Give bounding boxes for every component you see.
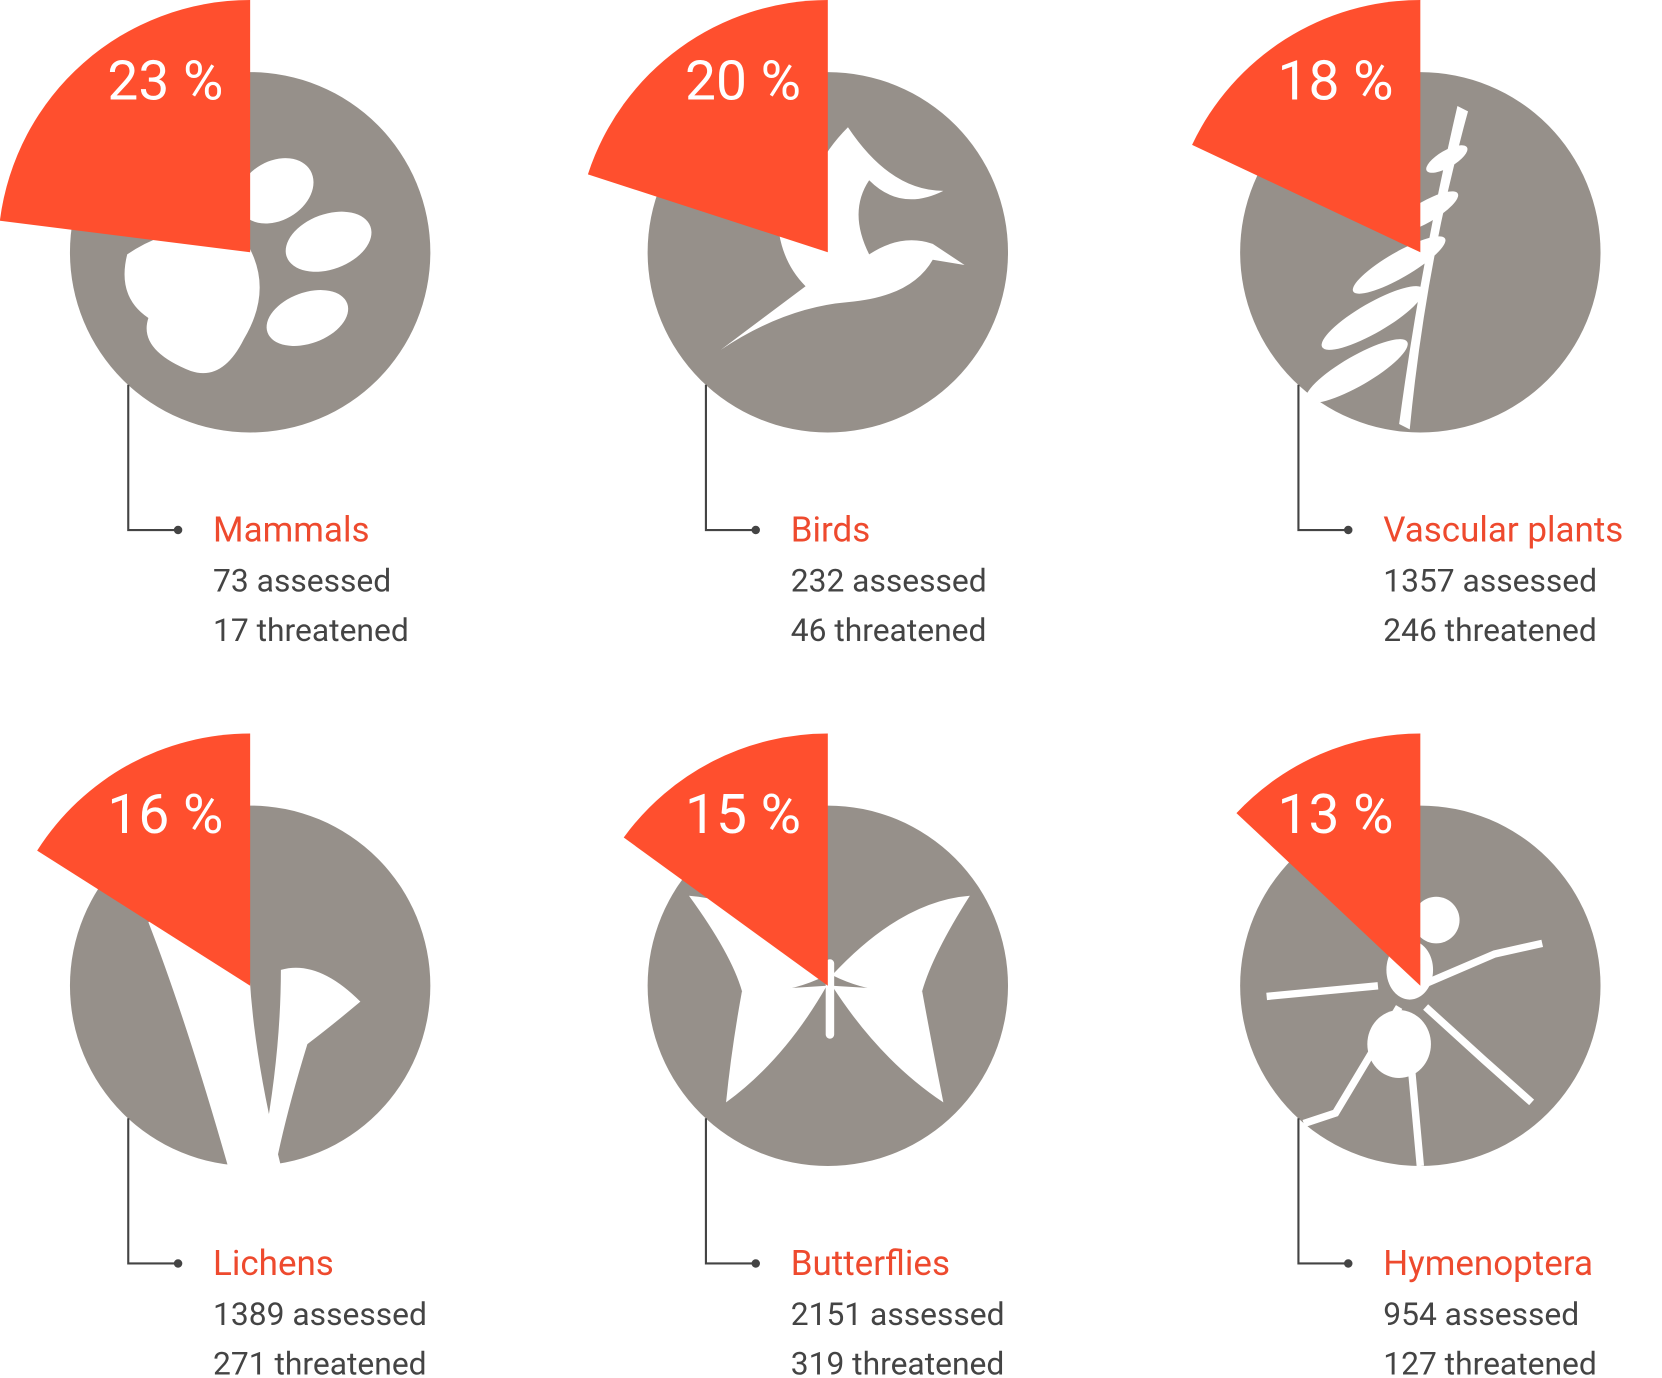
- leader-dot: [1344, 1259, 1353, 1268]
- assessed-count: 232 assessed: [791, 562, 987, 599]
- percent-label: 16 %: [107, 783, 223, 847]
- wedge: [1236, 733, 1421, 986]
- leader-line: [704, 384, 756, 532]
- threatened-count: 319 threatened: [791, 1346, 1005, 1378]
- wedge: [1192, 0, 1421, 253]
- leader-dot: [751, 1259, 760, 1268]
- percent-label: 20 %: [685, 49, 801, 113]
- labels: 23 % Mammals 73 assessed 17 threatened 20 % B…: [107, 49, 1623, 1378]
- leader-line: [127, 1118, 179, 1265]
- percent-label: 13 %: [1278, 783, 1394, 847]
- wedge: [587, 0, 828, 253]
- leader-dot: [751, 525, 760, 535]
- leader-line: [1297, 1118, 1349, 1265]
- category-name: Vascular plants: [1383, 509, 1623, 550]
- threatened-count: 17 threatened: [213, 612, 409, 649]
- wedge: [0, 0, 251, 253]
- category-name: Hymenoptera: [1383, 1243, 1593, 1284]
- leader-line: [127, 384, 179, 532]
- assessed-count: 954 assessed: [1383, 1296, 1579, 1333]
- ant-icon: [1266, 896, 1544, 1167]
- category-name: Butterflies: [791, 1243, 950, 1284]
- butterfly-icon: [688, 895, 970, 1103]
- leader-dot: [173, 525, 183, 535]
- threatened-count: 46 threatened: [791, 612, 987, 649]
- assessed-count: 1357 assessed: [1383, 562, 1597, 599]
- leader-line: [1297, 384, 1349, 532]
- percent-label: 23 %: [107, 49, 223, 113]
- category-name: Mammals: [213, 509, 369, 550]
- threatened-count: 271 threatened: [213, 1346, 427, 1378]
- wedge: [37, 733, 251, 986]
- threatened-count: 246 threatened: [1383, 612, 1597, 649]
- percent-label: 15 %: [685, 783, 801, 847]
- wedge: [623, 733, 828, 986]
- category-name: Lichens: [213, 1243, 334, 1284]
- threatened-count: 127 threatened: [1383, 1346, 1597, 1378]
- leader-dot: [173, 1259, 183, 1268]
- leader-dot: [1344, 525, 1353, 535]
- category-name: Birds: [791, 509, 871, 550]
- assessed-count: 2151 assessed: [791, 1296, 1005, 1333]
- assessed-count: 73 assessed: [213, 562, 391, 599]
- leader-line: [704, 1118, 756, 1265]
- wedges: [0, 0, 1421, 986]
- assessed-count: 1389 assessed: [213, 1296, 427, 1333]
- percent-label: 18 %: [1278, 49, 1394, 113]
